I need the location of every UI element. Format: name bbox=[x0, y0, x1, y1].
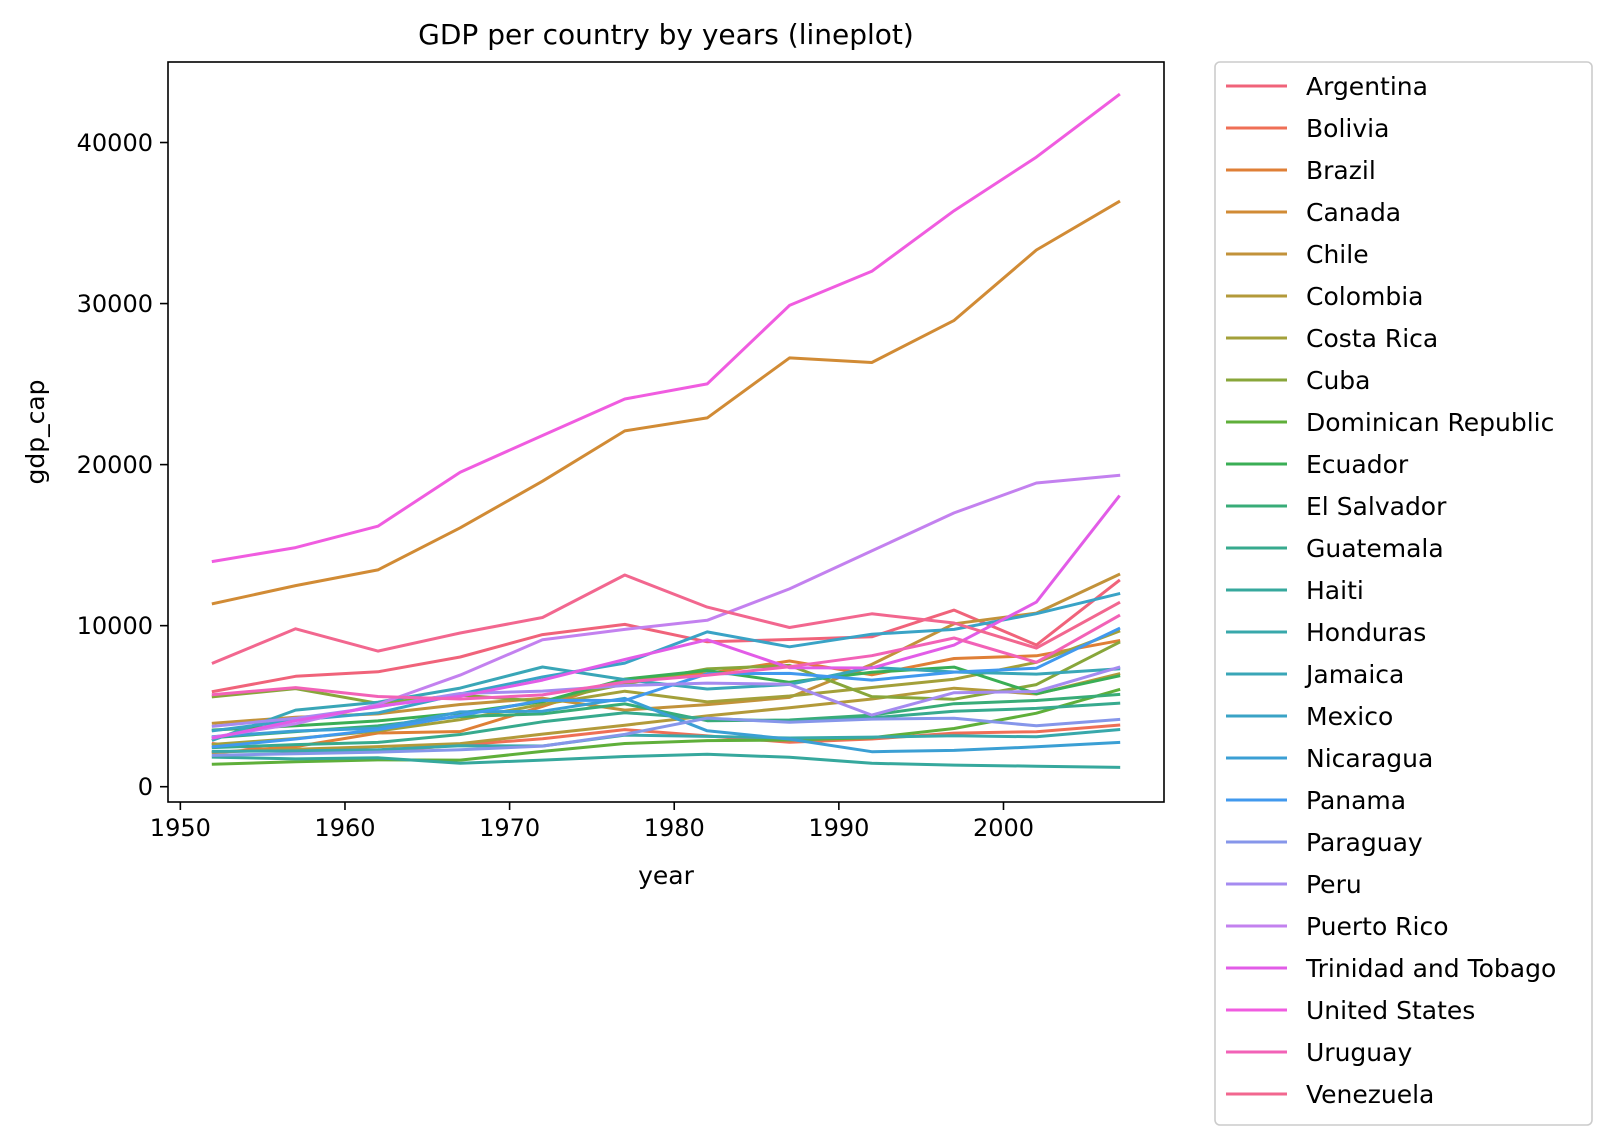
series-line-el-salvador bbox=[211, 692, 1121, 740]
legend-item-venezuela: Venezuela bbox=[1226, 1080, 1434, 1109]
series-line-panama bbox=[211, 626, 1121, 749]
legend-label: Cuba bbox=[1306, 366, 1371, 395]
chart-title: GDP per country by years (lineplot) bbox=[418, 18, 914, 51]
legend-item-peru: Peru bbox=[1226, 870, 1362, 899]
legend-item-colombia: Colombia bbox=[1226, 282, 1423, 311]
y-tick-label: 30000 bbox=[77, 290, 153, 318]
legend-item-dominican-republic: Dominican Republic bbox=[1226, 408, 1554, 437]
legend-item-cuba: Cuba bbox=[1226, 366, 1371, 395]
legend-label: El Salvador bbox=[1306, 492, 1447, 521]
legend-item-trinidad-and-tobago: Trinidad and Tobago bbox=[1226, 954, 1556, 983]
legend: Argentina Bolivia Brazil Canada Chile Colombi… bbox=[1226, 72, 1556, 1109]
legend-item-united-states: United States bbox=[1226, 996, 1475, 1025]
series-line-dominican-republic bbox=[211, 687, 1121, 766]
legend-label: Panama bbox=[1306, 786, 1406, 815]
legend-item-puerto-rico: Puerto Rico bbox=[1226, 912, 1449, 941]
x-tick-label: 1990 bbox=[808, 814, 869, 842]
series-line-colombia bbox=[211, 672, 1121, 754]
series-line-canada bbox=[211, 199, 1121, 606]
legend-label: Haiti bbox=[1306, 576, 1364, 605]
y-axis: 0 10000 20000 30000 40000 bbox=[77, 129, 168, 801]
legend-label: Brazil bbox=[1306, 156, 1376, 185]
x-axis-label: year bbox=[638, 861, 694, 890]
x-tick-label: 1970 bbox=[479, 814, 540, 842]
x-tick-label: 1980 bbox=[644, 814, 705, 842]
series-line-cuba bbox=[211, 640, 1121, 705]
legend-label: Guatemala bbox=[1306, 534, 1444, 563]
legend-item-bolivia: Bolivia bbox=[1226, 114, 1389, 143]
series-layer bbox=[211, 92, 1121, 769]
series-line-trinidad-and-tobago bbox=[211, 494, 1121, 740]
legend-item-uruguay: Uruguay bbox=[1226, 1038, 1412, 1067]
legend-label: Bolivia bbox=[1306, 114, 1389, 143]
legend-item-el-salvador: El Salvador bbox=[1226, 492, 1447, 521]
x-tick-label: 2000 bbox=[973, 814, 1034, 842]
legend-label: Honduras bbox=[1306, 618, 1426, 647]
series-line-uruguay bbox=[211, 613, 1121, 701]
legend-label: Canada bbox=[1306, 198, 1401, 227]
series-line-venezuela bbox=[211, 573, 1121, 665]
series-line-united-states bbox=[211, 92, 1121, 564]
legend-frame bbox=[1214, 61, 1593, 1126]
legend-item-haiti: Haiti bbox=[1226, 576, 1364, 605]
legend-item-paraguay: Paraguay bbox=[1226, 828, 1423, 857]
legend-label: Costa Rica bbox=[1306, 324, 1438, 353]
legend-label: Puerto Rico bbox=[1306, 912, 1449, 941]
y-tick-label: 20000 bbox=[77, 451, 153, 479]
legend-item-guatemala: Guatemala bbox=[1226, 534, 1444, 563]
legend-label: Jamaica bbox=[1304, 660, 1404, 689]
legend-label: Dominican Republic bbox=[1306, 408, 1554, 437]
y-axis-label: gdp_cap bbox=[21, 379, 50, 484]
y-tick-label: 10000 bbox=[77, 612, 153, 640]
x-tick-label: 1950 bbox=[150, 814, 211, 842]
series-line-paraguay bbox=[211, 716, 1121, 757]
x-tick-label: 1960 bbox=[314, 814, 375, 842]
x-axis: 1950 1960 1970 1980 1990 2000 bbox=[150, 802, 1034, 842]
legend-label: Colombia bbox=[1306, 282, 1423, 311]
legend-label: Paraguay bbox=[1306, 828, 1423, 857]
legend-item-ecuador: Ecuador bbox=[1226, 450, 1409, 479]
legend-item-honduras: Honduras bbox=[1226, 618, 1426, 647]
legend-label: Nicaragua bbox=[1306, 744, 1433, 773]
legend-item-costa-rica: Costa Rica bbox=[1226, 324, 1438, 353]
legend-label: Argentina bbox=[1306, 72, 1428, 101]
series-line-nicaragua bbox=[211, 696, 1121, 754]
legend-label: Chile bbox=[1306, 240, 1369, 269]
series-line-honduras bbox=[211, 727, 1121, 753]
series-line-argentina bbox=[211, 578, 1121, 694]
legend-item-panama: Panama bbox=[1226, 786, 1406, 815]
legend-item-brazil: Brazil bbox=[1226, 156, 1376, 185]
y-tick-label: 0 bbox=[138, 773, 153, 801]
plot-frame bbox=[167, 61, 1165, 803]
legend-item-jamaica: Jamaica bbox=[1226, 660, 1404, 689]
legend-item-canada: Canada bbox=[1226, 198, 1401, 227]
legend-label: Peru bbox=[1306, 870, 1362, 899]
legend-item-mexico: Mexico bbox=[1226, 702, 1393, 731]
legend-label: Mexico bbox=[1306, 702, 1393, 731]
y-tick-label: 40000 bbox=[77, 129, 153, 157]
legend-item-argentina: Argentina bbox=[1226, 72, 1428, 101]
legend-label: United States bbox=[1306, 996, 1475, 1025]
legend-item-chile: Chile bbox=[1226, 240, 1369, 269]
series-line-haiti bbox=[211, 752, 1121, 769]
legend-item-nicaragua: Nicaragua bbox=[1226, 744, 1433, 773]
legend-label: Uruguay bbox=[1306, 1038, 1412, 1067]
legend-label: Venezuela bbox=[1306, 1080, 1434, 1109]
legend-label: Ecuador bbox=[1306, 450, 1409, 479]
legend-label: Trinidad and Tobago bbox=[1305, 954, 1556, 983]
